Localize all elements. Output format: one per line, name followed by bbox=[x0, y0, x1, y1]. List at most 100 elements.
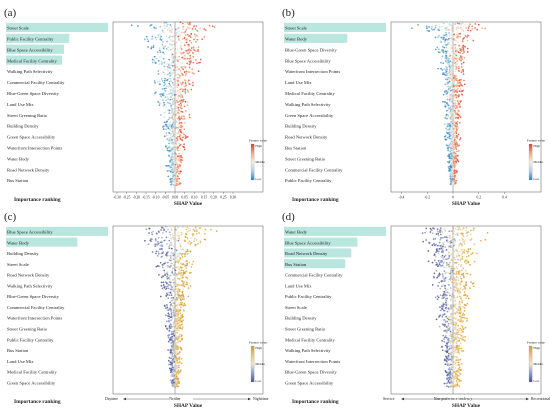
shap-point bbox=[188, 23, 190, 26]
shap-point bbox=[460, 264, 463, 266]
shap-point bbox=[175, 283, 178, 286]
shap-point bbox=[174, 157, 176, 160]
shap-point bbox=[186, 252, 189, 255]
shap-point bbox=[175, 239, 178, 241]
shap-point bbox=[453, 62, 455, 65]
shap-point bbox=[175, 32, 178, 34]
shap-point bbox=[215, 230, 218, 232]
shap-point bbox=[456, 112, 459, 115]
shap-point bbox=[442, 93, 445, 96]
shap-point bbox=[175, 288, 177, 290]
shap-point bbox=[463, 310, 466, 312]
shap-point bbox=[179, 21, 182, 23]
shap-point bbox=[174, 282, 177, 284]
shap-point bbox=[177, 348, 179, 350]
shap-point bbox=[174, 317, 177, 320]
shap-point bbox=[438, 261, 441, 264]
shap-point bbox=[439, 238, 442, 241]
shap-point bbox=[450, 82, 452, 84]
shap-point bbox=[445, 307, 448, 310]
shap-point bbox=[213, 26, 216, 28]
shap-point bbox=[176, 96, 179, 99]
shap-point bbox=[172, 178, 174, 181]
feature-label: Building Density bbox=[7, 251, 39, 256]
shap-point bbox=[445, 266, 448, 269]
shap-point bbox=[166, 225, 168, 228]
shap-point bbox=[450, 152, 452, 155]
shap-point bbox=[163, 135, 166, 138]
shap-point bbox=[173, 302, 175, 305]
shap-point bbox=[461, 38, 464, 41]
shap-point bbox=[454, 233, 457, 236]
shap-point bbox=[454, 152, 457, 155]
shap-point bbox=[190, 33, 193, 35]
shap-point bbox=[194, 28, 197, 30]
shap-point bbox=[459, 327, 462, 330]
shap-point bbox=[458, 44, 461, 47]
shap-point bbox=[160, 244, 163, 246]
shap-point bbox=[180, 231, 183, 234]
shap-point bbox=[454, 165, 457, 168]
shap-point bbox=[457, 252, 460, 255]
shap-point bbox=[179, 138, 182, 140]
shap-point bbox=[173, 100, 175, 102]
direction-left-label: Daytime bbox=[105, 397, 118, 401]
shap-point bbox=[434, 296, 437, 299]
shap-point bbox=[456, 67, 458, 70]
shap-point bbox=[430, 28, 433, 30]
shap-point bbox=[177, 385, 179, 388]
shap-point bbox=[445, 358, 448, 361]
shap-point bbox=[185, 41, 188, 44]
shap-point bbox=[442, 247, 444, 249]
shap-point bbox=[457, 41, 459, 44]
shap-point bbox=[170, 286, 173, 289]
shap-point bbox=[436, 248, 438, 250]
shap-point bbox=[172, 356, 175, 359]
shap-point bbox=[174, 170, 177, 173]
shap-point bbox=[179, 34, 181, 37]
importance-bar bbox=[6, 44, 65, 54]
shap-point bbox=[180, 154, 182, 157]
feature-label: Building Density bbox=[285, 316, 317, 321]
shap-point bbox=[449, 358, 451, 361]
shap-point bbox=[179, 82, 182, 84]
shap-point bbox=[177, 73, 180, 76]
shap-point bbox=[166, 251, 169, 254]
shap-point bbox=[204, 228, 207, 231]
shap-point bbox=[190, 47, 193, 49]
shap-point bbox=[448, 155, 451, 158]
shap-point bbox=[443, 382, 446, 385]
shap-point bbox=[452, 111, 455, 114]
shap-point bbox=[449, 381, 452, 383]
shap-point bbox=[450, 141, 453, 144]
shap-point bbox=[182, 118, 184, 120]
shap-point bbox=[451, 168, 453, 171]
shap-point bbox=[451, 73, 453, 76]
shap-point bbox=[180, 357, 183, 360]
shap-point bbox=[458, 46, 461, 48]
shap-point bbox=[167, 349, 169, 351]
shap-point bbox=[169, 178, 172, 181]
shap-point bbox=[452, 252, 454, 255]
shap-point bbox=[450, 379, 453, 382]
shap-point bbox=[173, 78, 175, 80]
x-tick-label: 0.25 bbox=[220, 196, 226, 200]
shap-point bbox=[151, 233, 154, 236]
shap-point bbox=[180, 253, 183, 256]
shap-point bbox=[448, 53, 451, 55]
shap-point bbox=[177, 353, 179, 355]
shap-point bbox=[180, 334, 183, 336]
shap-point bbox=[449, 74, 451, 77]
shap-point bbox=[452, 307, 455, 310]
plot-frame bbox=[390, 225, 542, 395]
shap-point bbox=[451, 84, 453, 87]
shap-point bbox=[163, 65, 166, 68]
shap-point bbox=[452, 28, 455, 31]
shap-point bbox=[149, 25, 151, 27]
shap-point bbox=[448, 32, 450, 34]
shap-point bbox=[159, 248, 161, 251]
shap-point bbox=[458, 359, 461, 362]
shap-point bbox=[455, 172, 457, 175]
shap-point bbox=[456, 328, 459, 331]
shap-point bbox=[179, 321, 181, 323]
